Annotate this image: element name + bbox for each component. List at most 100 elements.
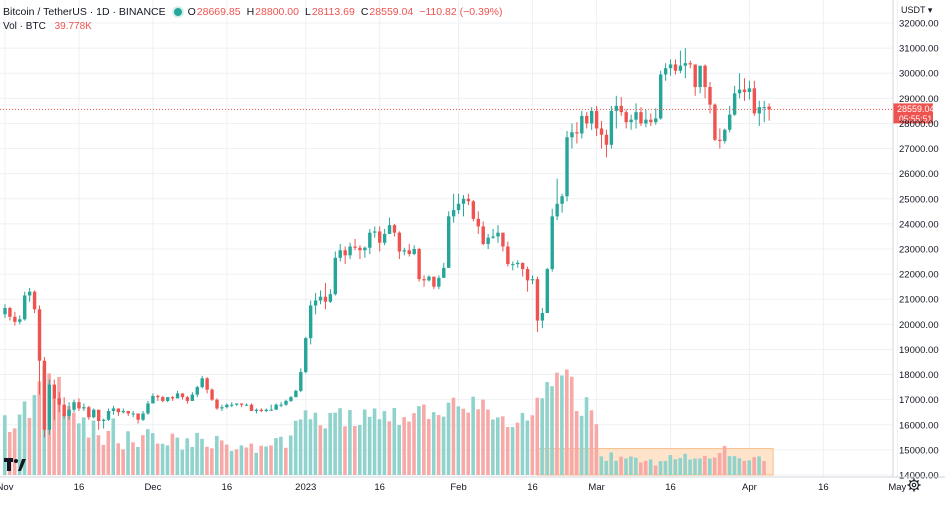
volume-bar (565, 369, 569, 475)
volume-bar (402, 417, 406, 475)
candle-body (663, 68, 668, 75)
volume-bar (17, 414, 22, 475)
volume-bar (698, 458, 702, 475)
candle-body (649, 119, 653, 123)
volume-bar (348, 410, 352, 475)
volume-bar (451, 397, 456, 475)
volume-bar (274, 438, 278, 475)
volume-bar (757, 456, 761, 475)
market-status-dot[interactable] (173, 8, 182, 16)
volume-bar (160, 443, 165, 475)
volume-bar (52, 396, 56, 475)
candle-body (476, 218, 480, 227)
volume-bar (722, 445, 727, 475)
volume-bar (284, 447, 288, 475)
volume-bar (629, 456, 633, 475)
candle-body (402, 250, 407, 252)
candle-body (77, 402, 81, 409)
price-tick-label: 16000.00 (899, 420, 939, 431)
candle-body (37, 309, 42, 361)
volume-legend[interactable]: Vol · BTC 39.778K (3, 21, 92, 32)
candle-body (249, 404, 254, 411)
time-tick-label: Mar (588, 482, 604, 493)
volume-bar (609, 452, 613, 475)
volume-bar (500, 416, 505, 475)
candle-body (698, 65, 702, 88)
candle-body (363, 247, 367, 251)
candle-body (575, 132, 579, 134)
candle-body (72, 402, 76, 410)
candle-body (461, 198, 466, 204)
candle-body (550, 216, 554, 270)
candle-body (279, 404, 283, 406)
volume-bar (116, 443, 120, 475)
price-tick-label: 28000.00 (899, 119, 939, 130)
volume-bar (417, 406, 421, 475)
volume-bar (377, 419, 382, 475)
volume-bar (732, 456, 737, 475)
volume-bar (505, 427, 510, 475)
candle-body (338, 250, 342, 258)
candle-body (210, 389, 214, 400)
candle-body (609, 110, 614, 145)
volume-bar (72, 412, 76, 475)
volume-bar (535, 397, 540, 475)
candle-body (126, 410, 130, 414)
price-candles[interactable] (3, 48, 771, 438)
volume-bar (131, 442, 135, 475)
candle-body (259, 409, 264, 411)
volume-bar (762, 461, 766, 475)
price-tick-label: 24000.00 (899, 219, 939, 230)
volume-bar (579, 415, 584, 475)
high-label: H (246, 6, 255, 18)
volume-bar (249, 443, 254, 475)
candle-body (516, 262, 520, 265)
candle-body (269, 409, 273, 411)
candle-body (205, 378, 209, 390)
candle-body (634, 112, 638, 120)
candle-body (728, 114, 732, 130)
candle-body (175, 393, 180, 399)
price-tick-label: 23000.00 (899, 245, 939, 256)
candle-body (225, 404, 229, 408)
candle-body (530, 279, 535, 281)
price-tick-label: 26000.00 (899, 169, 939, 180)
candle-body (565, 137, 569, 197)
volume-bar (357, 424, 362, 475)
volume-bar (323, 428, 328, 475)
candle-body (146, 403, 150, 414)
price-tick-label: 17000.00 (899, 395, 939, 406)
volume-bar (224, 444, 229, 475)
candle-body (304, 338, 308, 373)
candle-body (308, 305, 313, 339)
volume-bar (333, 412, 337, 475)
candle-body (23, 295, 27, 320)
high-value: 28800.00 (255, 6, 299, 18)
volume-bar (96, 435, 101, 475)
time-tick-label: 16 (222, 482, 233, 493)
candle-body (244, 404, 249, 406)
tradingview-logo-icon[interactable] (4, 458, 26, 472)
candle-body (141, 413, 145, 420)
volume-bar (387, 421, 392, 475)
candle-body (313, 300, 318, 306)
candle-body (678, 65, 683, 71)
volume-bar (185, 438, 190, 475)
volume-bar (426, 418, 431, 475)
volume-bar (550, 386, 554, 475)
symbol-title[interactable]: Bitcoin / TetherUS · 1D · BINANCE (3, 6, 166, 18)
volume-bar (106, 431, 111, 475)
volume-bar (574, 411, 579, 475)
candle-body (136, 413, 140, 420)
candle-body (235, 403, 239, 405)
candle-body (451, 210, 456, 217)
volume-bar (717, 453, 722, 475)
settings-gear-icon[interactable] (907, 478, 921, 492)
candle-body (654, 118, 658, 123)
volume-bar (663, 460, 668, 475)
volume-bar (362, 409, 367, 475)
volume-bar (200, 438, 204, 475)
volume-bar (180, 449, 185, 475)
